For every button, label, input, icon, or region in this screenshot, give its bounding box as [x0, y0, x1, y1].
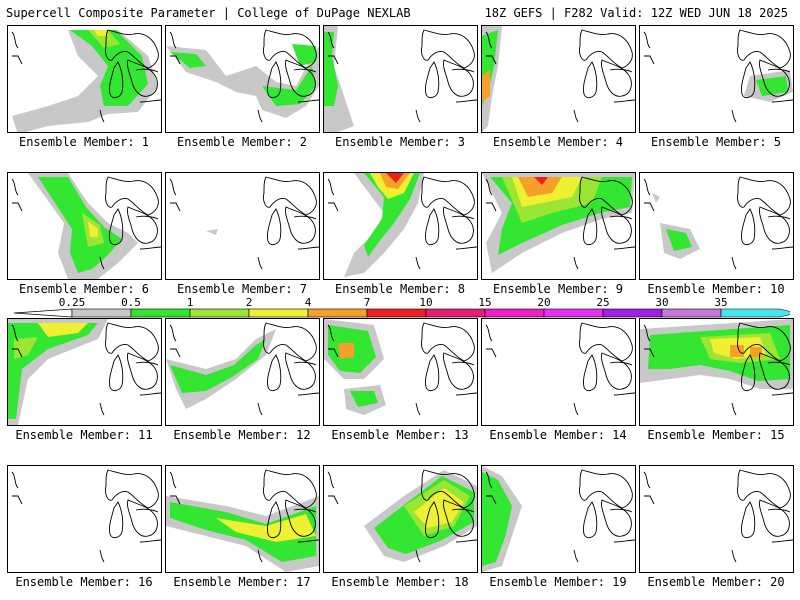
map-field — [166, 469, 319, 572]
colorbar-segment — [484, 308, 545, 318]
map-field — [643, 29, 793, 123]
ensemble-member-map — [165, 318, 320, 426]
colorbar-tick-label: 30 — [655, 296, 668, 309]
colorbar-segment — [71, 308, 132, 318]
ensemble-member-label: Ensemble Member: 2 — [176, 135, 308, 149]
ensemble-member-map — [639, 172, 794, 280]
ensemble-member-map — [323, 318, 478, 426]
ensemble-member-map — [7, 25, 162, 133]
map-field — [640, 319, 793, 416]
ensemble-member-label: Ensemble Member: 13 — [331, 428, 469, 442]
ensemble-member-map — [323, 172, 478, 280]
ensemble-member-label: Ensemble Member: 15 — [647, 428, 785, 442]
map-field — [643, 469, 793, 563]
map-title: Supercell Composite Parameter | College … — [6, 6, 411, 20]
colorbar-tick-label: 20 — [537, 296, 550, 309]
ensemble-member-map — [165, 465, 320, 573]
ensemble-member-map — [7, 465, 162, 573]
colorbar-segment — [248, 308, 309, 318]
ensemble-member-label: Ensemble Member: 5 — [650, 135, 782, 149]
ensemble-member-map — [639, 465, 794, 573]
colorbar-segment — [720, 308, 790, 318]
map-field — [327, 173, 477, 277]
colorbar-segment — [602, 308, 663, 318]
ensemble-member-label: Ensemble Member: 4 — [492, 135, 624, 149]
ensemble-member-map — [165, 172, 320, 280]
colorbar-tick-label: 2 — [246, 296, 253, 309]
ensemble-member-map — [481, 172, 636, 280]
ensemble-member-map — [323, 25, 478, 133]
ensemble-member-label: Ensemble Member: 10 — [647, 282, 785, 296]
colorbar-segment — [307, 308, 368, 318]
ensemble-member-map — [639, 25, 794, 133]
ensemble-member-label: Ensemble Member: 12 — [173, 428, 311, 442]
colorbar-tick-label: 10 — [419, 296, 432, 309]
ensemble-member-map — [165, 25, 320, 133]
ensemble-member-map — [7, 172, 162, 280]
ensemble-member-label: Ensemble Member: 6 — [18, 282, 150, 296]
ensemble-member-label: Ensemble Member: 1 — [18, 135, 150, 149]
colorbar-segment — [425, 308, 486, 318]
map-field — [643, 176, 793, 270]
colorbar-segment — [130, 308, 191, 318]
colorbar-segment — [366, 308, 427, 318]
ensemble-member-label: Ensemble Member: 16 — [15, 575, 153, 589]
valid-time: 18Z GEFS | F282 Valid: 12Z WED JUN 18 20… — [484, 6, 788, 20]
map-field — [11, 469, 161, 563]
map-field — [327, 469, 477, 563]
colorbar-tick-label: 35 — [714, 296, 727, 309]
ensemble-member-label: Ensemble Member: 18 — [331, 575, 469, 589]
map-field — [166, 322, 319, 416]
ensemble-member-label: Ensemble Member: 3 — [334, 135, 466, 149]
colorbar-tick-label: 25 — [596, 296, 609, 309]
ensemble-member-label: Ensemble Member: 8 — [334, 282, 466, 296]
ensemble-member-label: Ensemble Member: 19 — [489, 575, 627, 589]
ensemble-member-map — [323, 465, 478, 573]
map-field — [482, 173, 635, 273]
colorbar-segment — [543, 308, 604, 318]
ensemble-member-map — [481, 465, 636, 573]
colorbar-tick-label: 4 — [305, 296, 312, 309]
ensemble-member-label: Ensemble Member: 7 — [176, 282, 308, 296]
ensemble-member-map — [7, 318, 162, 426]
map-field — [324, 26, 477, 132]
colorbar-tick-label: 15 — [478, 296, 491, 309]
map-field — [482, 466, 635, 572]
map-field — [166, 29, 319, 123]
map-field — [11, 29, 161, 132]
colorbar-legend: 0.25 0.5 1 2 4 7 10 15 20 25 30 35 — [13, 296, 790, 318]
map-field — [482, 26, 635, 132]
ensemble-member-map — [481, 318, 636, 426]
ensemble-member-label: Ensemble Member: 9 — [492, 282, 624, 296]
map-field — [169, 176, 319, 270]
map-field — [324, 319, 477, 416]
colorbar-tick-label: 7 — [364, 296, 371, 309]
ensemble-member-label: Ensemble Member: 14 — [489, 428, 627, 442]
ensemble-member-map — [481, 25, 636, 133]
colorbar-tick-label: 1 — [187, 296, 194, 309]
colorbar-segment — [661, 308, 722, 318]
ensemble-member-label: Ensemble Member: 20 — [647, 575, 785, 589]
ensemble-member-label: Ensemble Member: 17 — [173, 575, 311, 589]
colorbar-segment — [189, 308, 250, 318]
map-field — [485, 322, 635, 416]
map-field — [8, 319, 161, 425]
colorbar-tick-label: 0.5 — [121, 296, 141, 309]
map-field — [11, 173, 161, 279]
ensemble-member-label: Ensemble Member: 11 — [15, 428, 153, 442]
ensemble-member-map — [639, 318, 794, 426]
colorbar-tick-label: 0.25 — [59, 296, 86, 309]
colorbar-left-arrow — [13, 308, 73, 318]
